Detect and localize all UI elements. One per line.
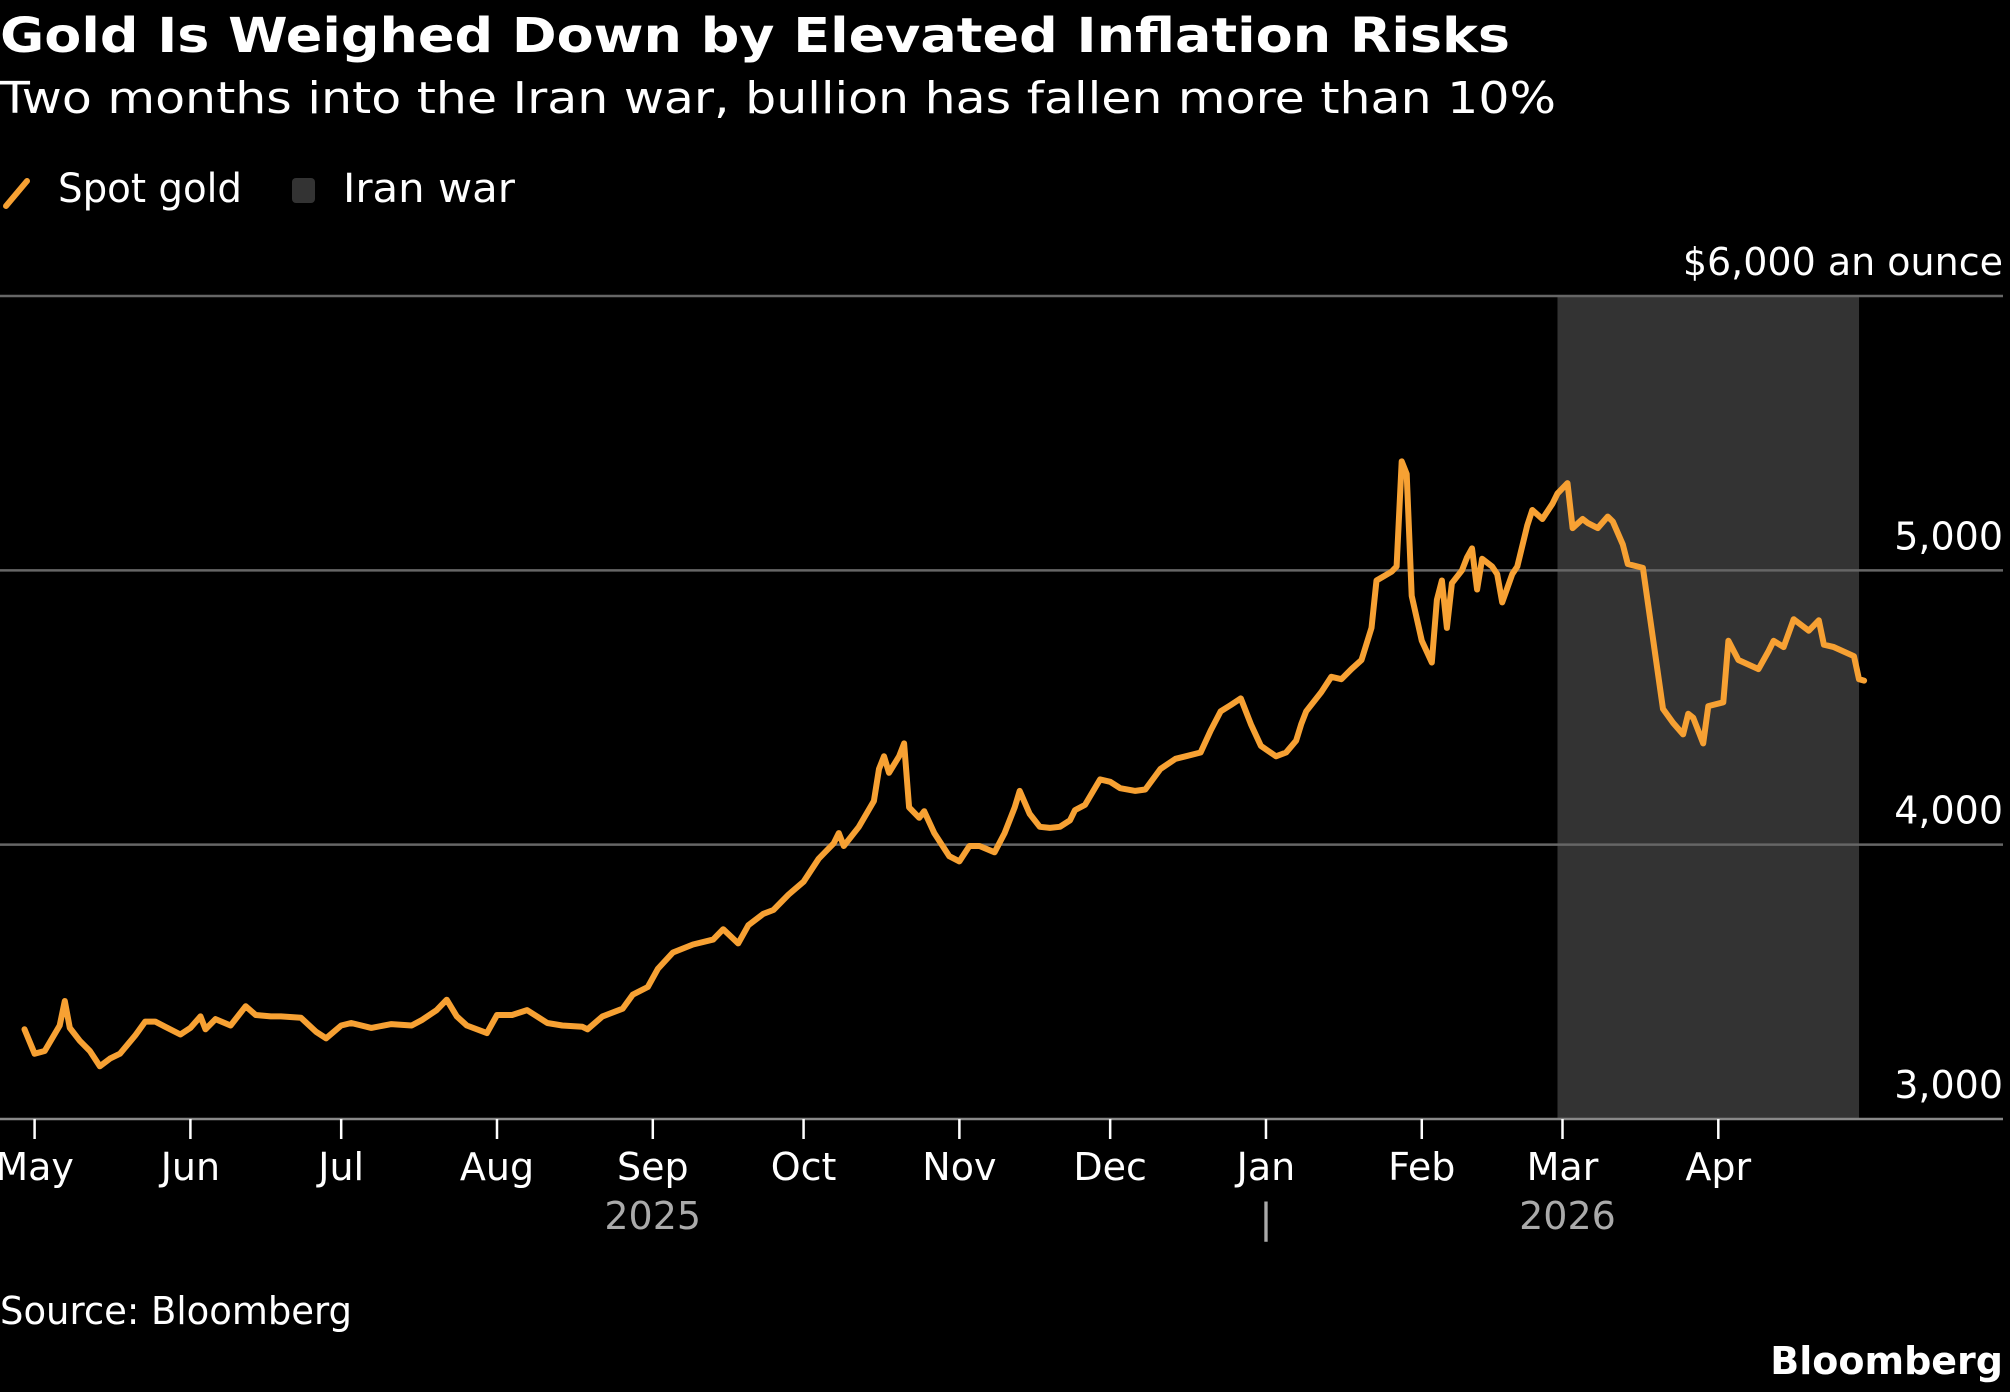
year-label: 2025 <box>604 1194 701 1238</box>
x-tick-label: Jan <box>1235 1145 1296 1189</box>
x-tick-label: Mar <box>1527 1145 1599 1189</box>
chart-subtitle: Two months into the Iran war, bullion ha… <box>0 73 1556 124</box>
legend: Spot gold Iran war <box>3 166 516 212</box>
spot-gold-line <box>21 458 1868 1070</box>
x-tick-label: May <box>0 1145 74 1189</box>
x-tick-label: Sep <box>617 1145 689 1189</box>
bloomberg-logo: Bloomberg <box>1770 1339 2003 1383</box>
x-tick-label: Jul <box>316 1145 364 1189</box>
x-tick-label: Oct <box>771 1145 837 1189</box>
source-note: Source: Bloomberg <box>0 1289 352 1333</box>
x-tick-label: Aug <box>460 1145 534 1189</box>
x-tick-label: Nov <box>922 1145 996 1189</box>
legend-shade-swatch-icon <box>292 178 315 203</box>
y-tick-label: 3,000 <box>1894 1063 2003 1107</box>
year-label: 2026 <box>1519 1194 1616 1238</box>
y-tick-label: $6,000 an ounce <box>1683 240 2003 284</box>
year-separator: | <box>1259 1196 1272 1242</box>
legend-label-iran-war: Iran war <box>343 166 516 212</box>
chart-title: Gold Is Weighed Down by Elevated Inflati… <box>0 8 1510 64</box>
y-tick-label: 4,000 <box>1894 789 2003 833</box>
x-tick-label: Feb <box>1388 1145 1455 1189</box>
y-tick-label: 5,000 <box>1894 514 2003 558</box>
legend-line-swatch-icon <box>3 178 30 209</box>
x-tick-label: Apr <box>1685 1145 1751 1189</box>
x-tick-label: Dec <box>1073 1145 1147 1189</box>
x-tick-label: Jun <box>159 1145 220 1189</box>
legend-label-spot-gold: Spot gold <box>58 166 242 212</box>
